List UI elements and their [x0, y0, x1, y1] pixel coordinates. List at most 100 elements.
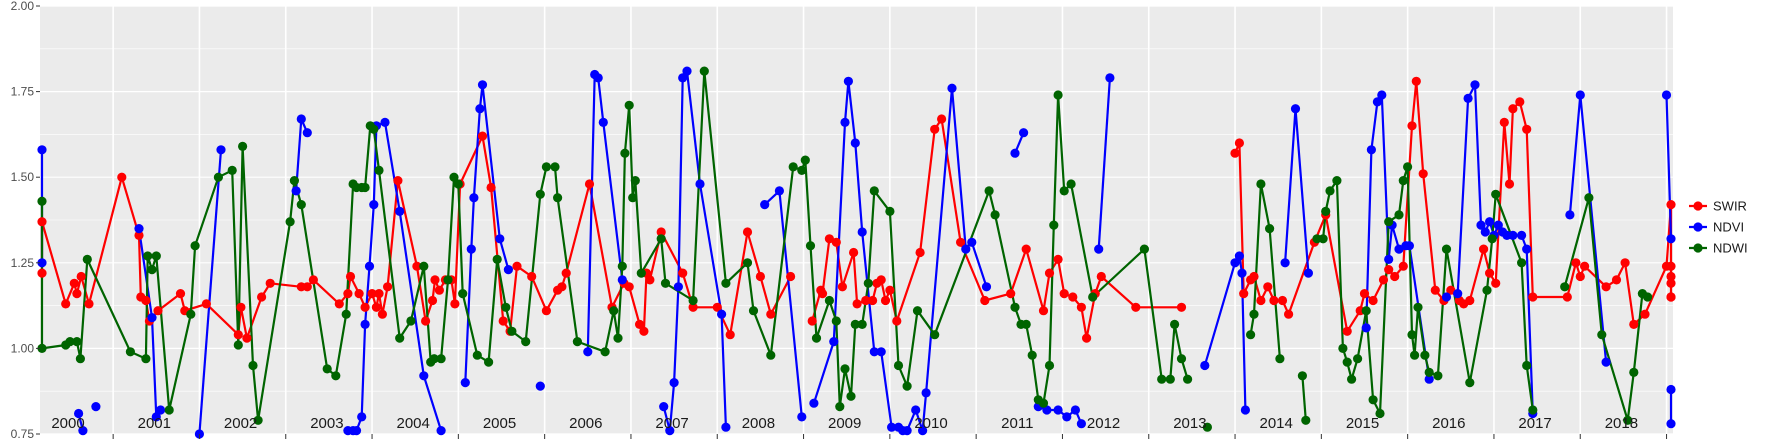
legend-key-point-swir	[1693, 201, 1703, 211]
ndvi-point	[760, 200, 770, 210]
ndwi-point	[253, 415, 263, 425]
swir-point	[76, 271, 86, 282]
legend-label-swir: SWIR	[1713, 199, 1747, 214]
ndvi-point	[1565, 210, 1575, 220]
ndwi-point	[72, 337, 82, 347]
ndvi-point	[887, 422, 897, 432]
ndvi-point	[91, 402, 101, 412]
ndwi-point	[609, 306, 619, 316]
ndvi-point	[673, 282, 684, 292]
ndwi-point	[1643, 292, 1653, 302]
swir-point	[557, 282, 567, 292]
year-label: 2008	[742, 415, 775, 432]
legend-key-point-ndvi	[1693, 222, 1703, 232]
ndwi-point	[811, 333, 822, 343]
ndwi-point	[75, 354, 85, 364]
swir-point	[1249, 271, 1259, 282]
swir-point	[377, 309, 387, 319]
swir-point	[635, 319, 645, 329]
swir-point	[1176, 302, 1187, 312]
ndvi-point	[1601, 357, 1611, 367]
ndwi-point	[1347, 374, 1357, 384]
ndvi-point	[961, 244, 971, 254]
swir-point	[1515, 97, 1525, 107]
swir-point	[656, 227, 666, 237]
ndwi-point	[143, 251, 153, 261]
ndwi-point	[1183, 374, 1193, 384]
ndwi-point	[1027, 350, 1037, 360]
swir-point	[885, 285, 895, 295]
swir-point	[1575, 271, 1585, 282]
series-points	[37, 66, 1676, 439]
swir-point	[257, 292, 267, 302]
ndvi-point	[1053, 405, 1063, 415]
ndwi-point	[1301, 415, 1311, 425]
ndvi-point	[1200, 360, 1210, 371]
swir-point	[1666, 292, 1676, 302]
ndvi-point	[1453, 289, 1463, 299]
ndwi-point	[1265, 224, 1275, 234]
ndwi-point	[748, 306, 759, 316]
year-label: 2013	[1173, 415, 1206, 432]
year-label: 2001	[138, 415, 171, 432]
swir-point	[1368, 295, 1378, 306]
legend-label-ndwi: NDWI	[1713, 241, 1748, 256]
ndwi-point	[285, 217, 295, 227]
ndvi-point	[495, 234, 505, 244]
ndvi-point	[1470, 80, 1480, 90]
swir-point	[512, 261, 522, 271]
swir-point	[817, 289, 828, 299]
ndvi-point	[1441, 292, 1452, 302]
swir-point	[755, 271, 766, 282]
ndwi-point	[213, 172, 223, 182]
ndwi-point	[617, 261, 627, 271]
swir-point	[1021, 244, 1031, 254]
swir-point	[1666, 271, 1676, 282]
ndwi-point	[501, 302, 511, 312]
ndwi-point	[1465, 378, 1475, 388]
ndwi-point	[1246, 330, 1256, 340]
ndwi-point	[190, 241, 200, 251]
ndvi-point	[460, 378, 470, 388]
ndwi-point	[699, 66, 709, 76]
swir-point	[37, 268, 47, 278]
ndwi-point	[1249, 309, 1259, 319]
ndwi-point	[227, 165, 237, 175]
year-label: 2004	[397, 415, 430, 432]
ndvi-point	[475, 104, 485, 114]
swir-point	[1580, 261, 1590, 271]
year-label: 2009	[828, 415, 861, 432]
ndwi-point	[1441, 244, 1452, 254]
ndwi-point	[125, 347, 135, 357]
ndvi-point	[1361, 323, 1371, 333]
ndvi-line	[1097, 77, 1111, 250]
legend-key-point-ndwi	[1693, 243, 1703, 253]
ndvi-point	[1666, 419, 1676, 429]
swir-point	[831, 237, 841, 247]
ndwi-point	[1139, 244, 1149, 254]
ndwi-point	[1010, 302, 1020, 312]
ndwi-point	[636, 268, 646, 278]
ndvi-point	[902, 426, 912, 436]
ndvi-point	[829, 337, 839, 347]
ndvi-point	[1234, 251, 1244, 261]
ndvi-point	[37, 258, 47, 268]
ndwi-point	[721, 278, 731, 288]
ndvi-line	[198, 149, 223, 435]
y-tick-label: 1.00	[11, 341, 35, 355]
ndwi-point	[248, 360, 258, 371]
swir-point	[1629, 319, 1639, 329]
ndwi-point	[1584, 193, 1594, 203]
ndwi-point	[553, 193, 563, 203]
ndvi-point	[678, 73, 688, 83]
ndvi-point	[351, 426, 362, 436]
ndvi-point	[1476, 220, 1486, 230]
swir-point	[876, 275, 886, 285]
swir-point	[265, 278, 275, 288]
ndvi-point	[1493, 220, 1503, 230]
swir-point	[1239, 289, 1249, 299]
year-labels: 2000 2001 2002 2003 2004 2005 2006 2007 2008 2009…	[51, 415, 1638, 432]
ndwi-point	[1629, 367, 1639, 377]
ndvi-point	[1377, 90, 1387, 100]
ndwi-point	[1053, 90, 1063, 100]
